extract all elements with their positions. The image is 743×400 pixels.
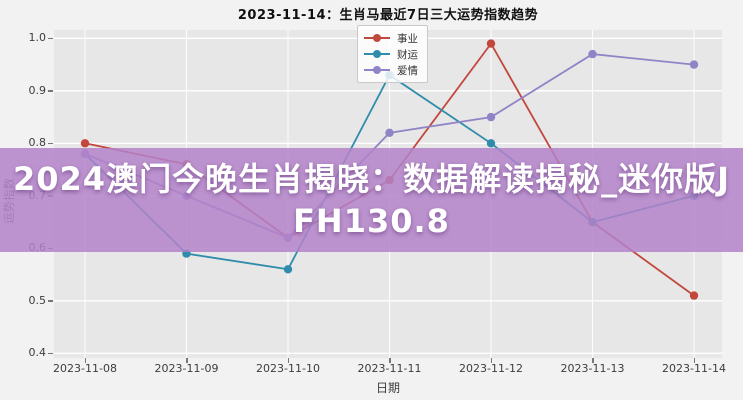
line-dot-marker-icon	[364, 33, 390, 43]
y-tick-mark	[48, 37, 53, 40]
promo-text-line1: 2024澳门今晚生肖揭晓：数据解读揭秘_迷你版J	[13, 160, 730, 198]
line-dot-marker-icon	[364, 65, 390, 75]
x-tick-label: 2023-11-10	[256, 362, 320, 375]
y-tick-label: 0.5	[28, 293, 47, 307]
y-tick-mark	[48, 142, 53, 145]
y-tick-mark	[48, 352, 53, 355]
x-tick-label: 2023-11-09	[154, 362, 219, 375]
x-tick-label: 2023-11-12	[459, 362, 523, 375]
legend-label: 事业	[397, 32, 418, 45]
x-tick-mark	[186, 358, 188, 363]
y-tick-mark	[48, 90, 53, 92]
y-tick-mark	[48, 300, 53, 302]
y-tick-label: 1.0	[28, 31, 47, 45]
chart-title: 2023-11-14：生肖马最近7日三大运势指数趋势	[237, 8, 539, 23]
y-tick-label: 0.8	[28, 136, 47, 150]
legend-item-wealth: 财运	[364, 46, 418, 62]
legend: 事业 财运 爱情	[357, 25, 428, 83]
x-tick-mark	[490, 358, 492, 363]
x-axis-label: 日期	[375, 381, 400, 395]
x-tick-mark	[287, 358, 289, 363]
x-tick-label: 2023-11-14	[662, 362, 726, 375]
legend-label: 爱情	[397, 64, 418, 77]
y-tick-label: 0.9	[28, 83, 47, 97]
x-tick-label: 2023-11-08	[53, 362, 117, 375]
x-tick-label: 2023-11-11	[357, 362, 422, 375]
x-tick-mark	[592, 358, 594, 363]
line-dot-marker-icon	[364, 49, 390, 59]
x-tick-mark	[389, 358, 391, 363]
x-tick-mark	[84, 358, 86, 363]
y-tick-label: 0.4	[28, 346, 47, 360]
legend-label: 财运	[397, 48, 418, 61]
promo-text-line2: FH130.8	[293, 202, 450, 240]
x-tick-mark	[693, 358, 695, 363]
legend-item-love: 爱情	[364, 62, 418, 78]
x-tick-label: 2023-11-13	[560, 362, 625, 375]
promo-overlay-banner: 2024澳门今晚生肖揭晓：数据解读揭秘_迷你版J FH130.8	[0, 148, 743, 252]
legend-item-career: 事业	[364, 30, 418, 46]
